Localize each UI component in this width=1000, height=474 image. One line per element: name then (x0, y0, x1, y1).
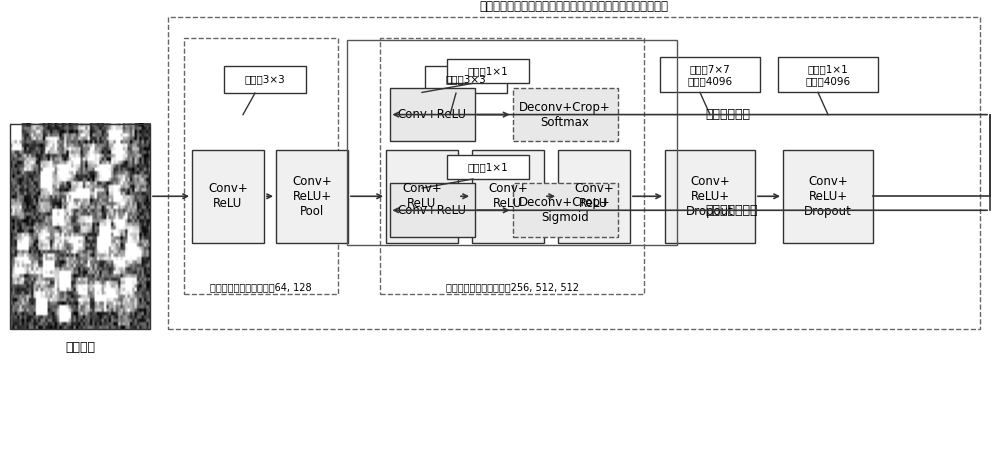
Text: Conv+
ReLU+
Dropout: Conv+ ReLU+ Dropout (804, 175, 852, 218)
Text: 卷积核1×1: 卷积核1×1 (468, 162, 508, 172)
Text: Conv+ReLU: Conv+ReLU (398, 108, 466, 121)
Text: 显著性检测任务: 显著性检测任务 (705, 204, 758, 217)
Text: 卷积核3×3: 卷积核3×3 (446, 74, 486, 84)
Bar (447, 59, 529, 83)
Text: 输入图像: 输入图像 (65, 341, 95, 355)
Bar (512, 183, 618, 237)
Bar (10, 124, 150, 329)
Text: 卷积核1×1: 卷积核1×1 (468, 66, 508, 76)
Bar (425, 66, 507, 93)
Bar (224, 66, 306, 93)
Text: 卷积核1×1
通道数4096: 卷积核1×1 通道数4096 (805, 64, 851, 86)
Bar (512, 88, 618, 141)
Text: 重复两次，通道数分别为64, 128: 重复两次，通道数分别为64, 128 (210, 283, 312, 292)
Bar (184, 37, 338, 294)
Bar (276, 150, 348, 243)
Text: 语义分割与显著性检测任务共享卷积层，学习图像显著性特征: 语义分割与显著性检测任务共享卷积层，学习图像显著性特征 (480, 0, 669, 13)
Bar (380, 37, 644, 294)
Text: Deconv+Crop+
Softmax: Deconv+Crop+ Softmax (519, 100, 611, 128)
Text: Conv+
ReLU: Conv+ ReLU (488, 182, 528, 210)
Text: Conv+
ReLU: Conv+ ReLU (402, 182, 442, 210)
Bar (783, 150, 873, 243)
Bar (447, 155, 529, 179)
Text: Conv+
ReLU: Conv+ ReLU (208, 182, 248, 210)
Text: Conv+
ReLU: Conv+ ReLU (574, 182, 614, 210)
Text: Conv+
ReLU+
Dropout: Conv+ ReLU+ Dropout (686, 175, 734, 218)
Bar (390, 183, 475, 237)
Bar (778, 57, 878, 92)
Bar (665, 150, 755, 243)
Text: 语义分割任务: 语义分割任务 (705, 108, 750, 121)
Bar (472, 150, 544, 243)
Text: 卷积核3×3: 卷积核3×3 (245, 74, 285, 84)
Text: 重复三次，通道数分别为256, 512, 512: 重复三次，通道数分别为256, 512, 512 (446, 283, 578, 292)
Text: Conv+
ReLU+
Pool: Conv+ ReLU+ Pool (292, 175, 332, 218)
Bar (558, 150, 630, 243)
Bar (347, 40, 677, 245)
Text: Conv+ReLU: Conv+ReLU (398, 204, 466, 217)
Bar (390, 88, 475, 141)
Text: 卷积核7×7
通道数4096: 卷积核7×7 通道数4096 (687, 64, 733, 86)
Text: Deconv+Crop+
Sigmoid: Deconv+Crop+ Sigmoid (519, 196, 611, 224)
Bar (660, 57, 760, 92)
Bar (168, 17, 980, 329)
Bar (192, 150, 264, 243)
Bar (386, 150, 458, 243)
